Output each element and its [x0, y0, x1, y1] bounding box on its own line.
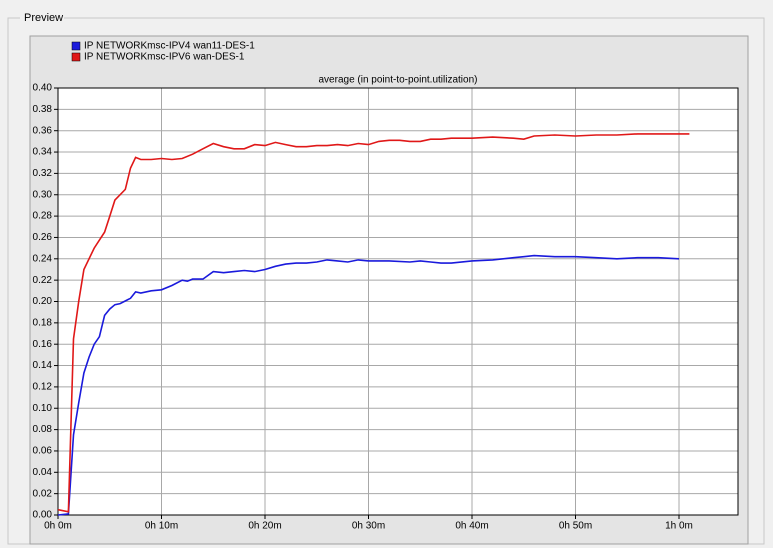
- legend-label: IP NETWORKmsc-IPV4 wan11-DES-1: [84, 41, 255, 52]
- x-tick-label: 0h 50m: [559, 521, 592, 532]
- y-tick-label: 0.36: [33, 125, 53, 136]
- y-tick-label: 0.32: [33, 168, 53, 179]
- y-tick-label: 0.16: [33, 339, 53, 350]
- x-tick-label: 0h 40m: [455, 521, 488, 532]
- series-line: [57, 133, 690, 513]
- y-tick-label: 0.30: [33, 189, 53, 200]
- y-tick-label: 0.40: [33, 83, 53, 94]
- y-tick-label: 0.28: [33, 211, 53, 222]
- y-tick-label: 0.34: [33, 147, 53, 158]
- y-tick-label: 0.22: [33, 275, 53, 286]
- y-tick-label: 0.06: [33, 446, 53, 457]
- y-tick-label: 0.20: [33, 296, 53, 307]
- group-label-bg: [20, 10, 64, 24]
- y-tick-label: 0.10: [33, 403, 53, 414]
- y-tick-label: 0.14: [33, 360, 53, 371]
- legend-swatch: [71, 52, 81, 62]
- x-tick-label: 0h 30m: [352, 521, 385, 532]
- y-tick-label: 0.04: [33, 467, 53, 478]
- x-tick-label: 0h 10m: [145, 521, 178, 532]
- y-tick-label: 0.08: [33, 424, 53, 435]
- y-tick-label: 0.26: [33, 232, 53, 243]
- y-tick-label: 0.12: [33, 382, 53, 393]
- legend-swatch: [71, 41, 81, 51]
- y-tick-label: 0.24: [33, 253, 53, 264]
- chart-title: average (in point-to-point.utilization): [319, 75, 478, 86]
- y-tick-label: 0.00: [33, 510, 53, 521]
- group-label: Preview: [24, 12, 63, 24]
- legend-label: IP NETWORKmsc-IPV6 wan-DES-1: [84, 52, 245, 63]
- x-tick-label: 0h 0m: [44, 521, 72, 532]
- x-tick-label: 0h 20m: [248, 521, 281, 532]
- y-tick-label: 0.02: [33, 488, 53, 499]
- plot-border: [57, 87, 739, 516]
- x-tick-label: 1h 0m: [665, 521, 693, 532]
- series-line: [57, 254, 680, 516]
- y-tick-label: 0.38: [33, 104, 53, 115]
- y-tick-label: 0.18: [33, 317, 53, 328]
